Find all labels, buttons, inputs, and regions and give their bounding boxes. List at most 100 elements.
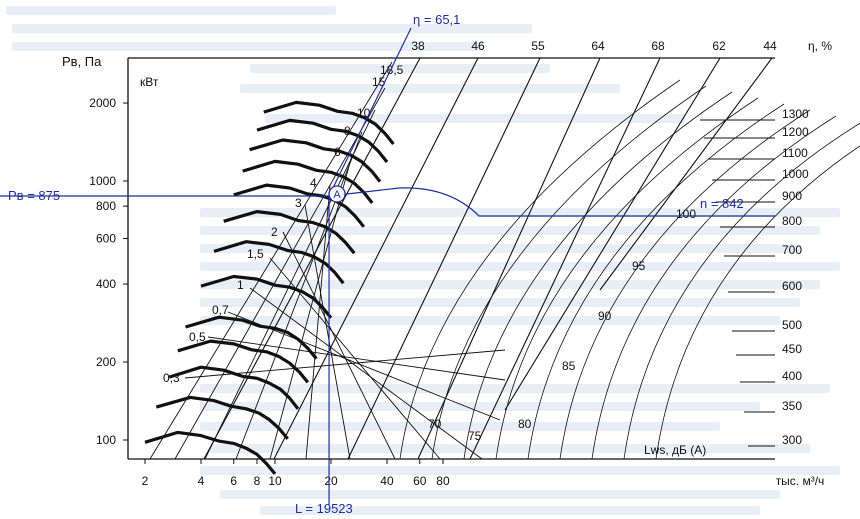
- speed-label: 450: [782, 342, 802, 356]
- speed-label: 350: [782, 399, 802, 413]
- power-value: 10: [357, 106, 371, 120]
- y-tick-label: 800: [96, 199, 116, 213]
- power-line: [204, 109, 376, 460]
- efficiency-ray: [273, 57, 479, 460]
- y-tick-label: 400: [96, 277, 116, 291]
- efficiency-ray: [504, 57, 721, 411]
- power-line: [249, 287, 483, 460]
- x-axis-label: тыс. м³/ч: [776, 474, 825, 488]
- noise-curve: [591, 115, 837, 460]
- power-value: 0,5: [189, 330, 206, 344]
- background-text-line: [200, 244, 800, 253]
- chart-curves: [144, 100, 395, 475]
- power-value: 6: [334, 145, 341, 159]
- power-value: 18,5: [380, 63, 404, 77]
- background-text-line: [200, 384, 830, 393]
- power-value: 0,3: [163, 371, 180, 385]
- speed-label: 1000: [782, 167, 809, 181]
- field-region: [150, 58, 775, 459]
- efficiency-ray: [203, 57, 421, 460]
- x-tick-label: 2: [142, 474, 149, 488]
- background-text-line: [265, 114, 685, 123]
- x-tick-label: 20: [324, 474, 338, 488]
- power-unit-label: кВт: [140, 75, 159, 89]
- efficiency-value: 62: [712, 39, 726, 53]
- noise-curve: [623, 122, 860, 460]
- background-text-line: [200, 466, 840, 475]
- power-value: 3: [295, 196, 302, 210]
- operating-point-marker: [328, 185, 346, 203]
- background-text-line: [12, 24, 532, 33]
- efficiency-readout: η = 65,1: [413, 12, 460, 27]
- noise-curve: [431, 85, 707, 460]
- noise-value: 85: [562, 359, 576, 373]
- noise-value: 100: [676, 207, 696, 221]
- power-line: [305, 184, 331, 460]
- power-line: [304, 204, 351, 460]
- x-tick-label: 60: [413, 474, 427, 488]
- x-tick-label: 40: [380, 474, 394, 488]
- x-tick-label: 6: [230, 474, 237, 488]
- y-tick-label: 100: [96, 433, 116, 447]
- background-text-line: [200, 226, 820, 235]
- efficiency-value: 44: [763, 39, 777, 53]
- chart-labels: 1300120011001000900800700600500450400350…: [62, 39, 832, 488]
- background-text-line: [6, 6, 336, 15]
- power-value: 0,7: [212, 303, 229, 317]
- speed-label: 400: [782, 369, 802, 383]
- y-tick-label: 200: [96, 355, 116, 369]
- background-text-line: [200, 262, 840, 271]
- efficiency-value: 46: [471, 39, 485, 53]
- chart-axes: [123, 57, 775, 464]
- background-text-line: [200, 298, 800, 307]
- speed-label: 1200: [782, 125, 809, 139]
- efficiency-axis-label: η, %: [808, 39, 832, 53]
- noise-curve: [655, 145, 860, 460]
- fan-curve: [155, 395, 289, 440]
- speed-label: 300: [782, 433, 802, 447]
- efficiency-value: 38: [411, 39, 425, 53]
- background-text-line: [220, 490, 780, 499]
- speed-label: 900: [782, 189, 802, 203]
- fan-curve: [185, 315, 318, 360]
- power-value: 1,5: [247, 247, 264, 261]
- speed-label: 1100: [782, 146, 808, 160]
- fan-curve: [242, 159, 374, 204]
- power-value: 4: [310, 176, 317, 190]
- speed-label: 500: [782, 318, 802, 332]
- noise-curve: [399, 79, 681, 460]
- background-text-line: [250, 64, 550, 73]
- power-line: [227, 311, 501, 421]
- y-tick-label: 2000: [89, 96, 116, 110]
- background-text-line: [200, 316, 780, 325]
- operating-point: A Pв = 875 L = 19523 n = 842 η = 65,1: [0, 12, 775, 516]
- efficiency-value: 68: [651, 39, 665, 53]
- power-line: [282, 231, 396, 460]
- noise-value: 80: [518, 417, 532, 431]
- background-text-line: [240, 84, 620, 93]
- x-tick-label: 80: [436, 474, 450, 488]
- speed-label: 800: [782, 214, 802, 228]
- y-axis-label: Pв, Па: [62, 54, 102, 69]
- noise-value: 95: [632, 259, 646, 273]
- noise-curve: [463, 91, 733, 460]
- background-text-line: [200, 402, 760, 411]
- noise-value: 70: [428, 417, 442, 431]
- x-tick-label: 8: [254, 474, 261, 488]
- power-line: [174, 87, 386, 460]
- efficiency-ray: [417, 57, 601, 460]
- noise-value: 75: [468, 429, 482, 443]
- operating-point-letter: A: [333, 189, 341, 201]
- noise-axis-label: Lws, дБ (А): [644, 443, 706, 457]
- fan-curve: [256, 118, 389, 164]
- power-value: 8: [344, 124, 351, 138]
- power-value: 2: [271, 225, 278, 239]
- power-value: 1: [237, 278, 244, 292]
- fan-curve: [144, 430, 277, 475]
- y-tick-label: 1000: [89, 174, 116, 188]
- pressure-readout: Pв = 875: [8, 188, 60, 203]
- noise-curve: [559, 109, 811, 460]
- speed-label: 700: [782, 243, 802, 257]
